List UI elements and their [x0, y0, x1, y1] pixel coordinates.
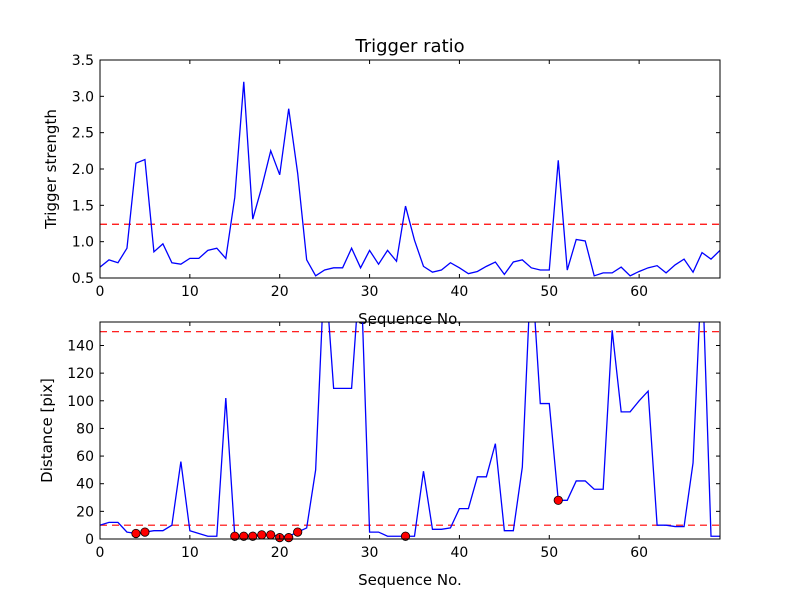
top-xtick-label-0: 0 [96, 284, 105, 300]
top-ytick-label-1: 1.0 [72, 235, 94, 251]
top-ytick-label-5: 3.0 [72, 89, 94, 105]
bottom-marker-point-5 [257, 530, 267, 540]
top-x-axis-label: Sequence No. [358, 310, 462, 328]
top-ytick-label-0: 0.5 [72, 271, 94, 287]
bottom-axes-frame [99, 321, 721, 540]
top-ytick-label-6: 3.5 [72, 53, 94, 69]
top-ytick-label-4: 2.5 [72, 126, 94, 142]
bottom-marker-point-0 [131, 528, 141, 539]
bottom-ytick-label-0: 0 [85, 532, 94, 548]
bottom-x-axis-label: Sequence No. [358, 571, 462, 589]
top-series-line-0 [100, 81, 720, 277]
bottom-ytick-label-7: 140 [67, 338, 94, 354]
top-xtick-label-6: 60 [630, 284, 648, 300]
bottom-xtick-label-4: 40 [451, 545, 469, 561]
bottom-marker-point-9 [293, 527, 303, 537]
top-xtick-label-2: 20 [271, 284, 289, 300]
top-ytick-label-3: 2.0 [72, 162, 94, 178]
bottom-xtick-label-0: 0 [96, 545, 105, 561]
bottom-ytick-label-3: 60 [76, 449, 94, 465]
top-chart-title: Trigger ratio [354, 36, 464, 57]
bottom-ytick-label-4: 80 [76, 421, 94, 437]
bottom-marker-point-10 [400, 531, 411, 541]
top-y-axis-label: Trigger strength [42, 109, 60, 230]
bottom-xtick-label-6: 60 [630, 545, 648, 561]
top-xtick-label-3: 30 [361, 284, 379, 300]
bottom-xtick-label-1: 10 [181, 545, 199, 561]
bottom-marker-point-4 [248, 531, 258, 541]
bottom-marker-point-11 [553, 495, 563, 505]
top-xtick-label-4: 40 [451, 284, 469, 300]
top-chart-group: 0 10 20 30 40 50 60 0.5 1.0 1.5 2.0 2.5 3.0 3.5 Trigge… [42, 36, 721, 328]
bottom-marker-point-3 [239, 531, 249, 541]
bottom-marker-point-2 [230, 531, 240, 541]
bottom-y-axis-label: Distance [pix] [38, 378, 56, 483]
bottom-ytick-label-5: 100 [67, 394, 94, 410]
bottom-marker-point-8 [284, 533, 294, 543]
bottom-xtick-label-5: 50 [540, 545, 558, 561]
bottom-xtick-label-3: 30 [361, 545, 379, 561]
bottom-marker-point-1 [140, 527, 150, 537]
bottom-xtick-label-2: 20 [271, 545, 289, 561]
top-xtick-label-5: 50 [540, 284, 558, 300]
bottom-ytick-label-1: 20 [76, 504, 94, 520]
bottom-ytick-label-6: 120 [67, 366, 94, 382]
bottom-chart-group: 0 10 20 30 40 50 60 0 20 40 60 80 100 120 140 Sequence … [38, 321, 721, 589]
top-ytick-label-2: 1.5 [72, 198, 94, 214]
bottom-ytick-label-2: 40 [76, 477, 94, 493]
bottom-marker-point-6 [266, 530, 276, 540]
top-xtick-label-1: 10 [181, 284, 199, 300]
